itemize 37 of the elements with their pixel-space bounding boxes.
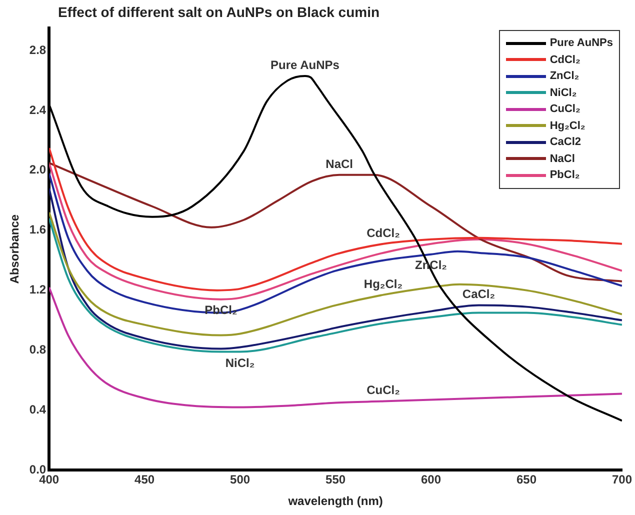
legend-label: Hg₂Cl₂: [550, 120, 586, 132]
legend-label: NiCl₂: [550, 86, 577, 99]
x-tick-label: 550: [326, 472, 346, 487]
x-tick-label: 500: [230, 472, 250, 487]
y-tick-label: 0.4: [29, 402, 46, 417]
annotation: Pure AuNPs: [270, 58, 340, 72]
y-tick-label: 1.2: [29, 282, 46, 297]
line-series: [49, 211, 622, 336]
x-tick-label: 450: [134, 472, 155, 487]
annotation: CaCl₂: [462, 287, 496, 302]
annotation: CdCl₂: [366, 226, 400, 240]
y-tick-label: 1.6: [29, 222, 46, 237]
x-tick-label: 600: [421, 472, 442, 487]
y-tick-label: 2.4: [29, 102, 46, 117]
chart-title: Effect of different salt on AuNPs on Black cumin: [58, 4, 381, 20]
legend-label: NaCl: [550, 152, 575, 165]
y-axis-title: Absorbance: [8, 214, 22, 284]
legend-label: ZnCl₂: [550, 70, 580, 82]
legend-label: CuCl₂: [550, 103, 580, 116]
legend-label: PbCl₂: [550, 169, 580, 182]
x-tick-label: 700: [612, 472, 632, 487]
y-tick-label: 2.8: [29, 42, 46, 57]
x-tick-label: 650: [516, 472, 537, 487]
annotation: NiCl₂: [225, 356, 255, 370]
legend-label: Pure AuNPs: [550, 37, 613, 50]
x-axis-title: wavelength (nm): [287, 494, 383, 508]
line-series: [49, 217, 622, 353]
y-tick-label: 2.0: [29, 162, 46, 177]
line-series: [49, 187, 622, 350]
annotation: CuCl₂: [366, 383, 400, 398]
annotation: NaCl: [326, 156, 354, 171]
annotation: Hg₂Cl₂: [364, 276, 403, 291]
legend-label: CaCl2: [550, 136, 582, 148]
x-tick-label: 400: [39, 472, 60, 487]
y-tick-label: 0.8: [29, 342, 46, 357]
line-series: [49, 172, 622, 314]
legend-label: CdCl₂: [550, 54, 580, 66]
